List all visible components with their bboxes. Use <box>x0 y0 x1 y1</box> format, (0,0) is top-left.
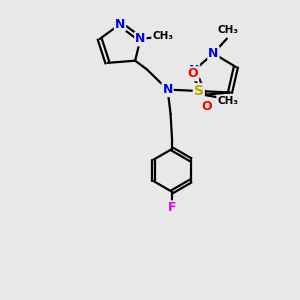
Text: N: N <box>115 18 125 31</box>
Text: N: N <box>208 47 219 60</box>
Text: N: N <box>188 64 199 77</box>
Text: CH₃: CH₃ <box>218 25 239 35</box>
Text: N: N <box>162 83 173 96</box>
Text: O: O <box>188 67 198 80</box>
Text: F: F <box>168 201 176 214</box>
Text: CH₃: CH₃ <box>217 96 238 106</box>
Text: CH₃: CH₃ <box>152 31 173 41</box>
Text: S: S <box>194 84 204 98</box>
Text: O: O <box>202 100 212 113</box>
Text: N: N <box>135 32 146 45</box>
